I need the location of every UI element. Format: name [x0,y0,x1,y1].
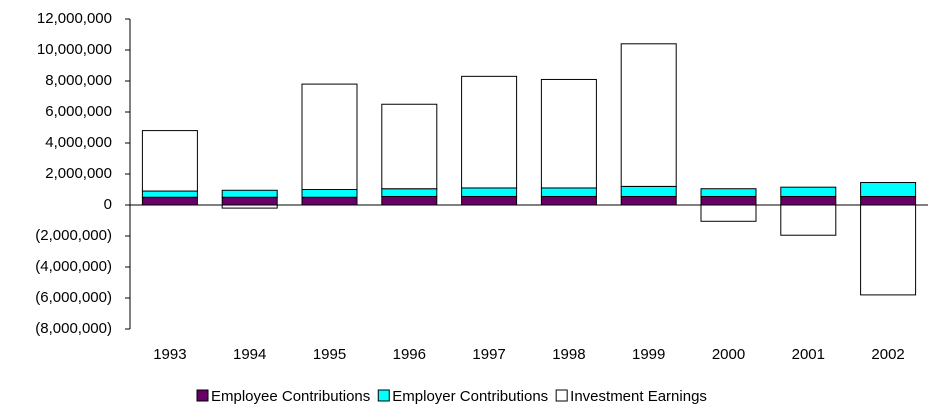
x-tick-label: 1993 [153,346,186,363]
y-tick-label: 12,000,000 [37,10,112,27]
x-tick-label: 1999 [632,346,665,363]
bar [540,78,597,189]
y-tick-label: 0 [104,196,112,213]
bar [141,196,198,206]
legend-label: Investment Earnings [570,388,707,405]
y-tick-label: (4,000,000) [35,258,112,275]
bar [461,187,518,197]
bar [860,195,917,206]
legend-swatch [196,389,209,402]
legend-swatch [555,389,568,402]
legend-label: Employee Contributions [211,388,370,405]
bar [381,195,438,206]
bar [141,190,198,198]
y-tick-label: 10,000,000 [37,41,112,58]
bar [780,204,837,236]
x-tick-label: 1998 [552,346,585,363]
legend-swatch [377,389,390,402]
bar [301,83,358,190]
bar [620,185,677,197]
bar [461,195,518,206]
y-tick-label: (8,000,000) [35,320,112,337]
bar [780,186,837,197]
bar [141,130,198,192]
x-tick-label: 1996 [393,346,426,363]
bar [780,195,837,206]
x-tick-label: 2002 [871,346,904,363]
y-tick-label: (6,000,000) [35,289,112,306]
bar [221,189,278,198]
bar [860,204,917,296]
x-tick-label: 2000 [712,346,745,363]
bar [700,204,757,222]
y-tick-label: 2,000,000 [45,165,112,182]
bar [301,189,358,198]
x-tick-label: 1994 [233,346,266,363]
y-tick-label: (2,000,000) [35,227,112,244]
bar [620,43,677,187]
x-tick-label: 1997 [472,346,505,363]
legend-label: Employer Contributions [392,388,548,405]
bar [540,195,597,206]
y-tick-label: 4,000,000 [45,134,112,151]
bar [860,182,917,197]
y-tick-label: 8,000,000 [45,72,112,89]
bar [381,188,438,197]
bar [540,187,597,197]
bar [221,196,278,206]
x-tick-label: 1995 [313,346,346,363]
x-tick-label: 2001 [792,346,825,363]
bar [381,103,438,190]
bar [301,196,358,206]
y-tick-label: 6,000,000 [45,103,112,120]
bar [461,75,518,189]
bar [620,195,677,206]
bar [700,188,757,197]
bar [700,195,757,206]
